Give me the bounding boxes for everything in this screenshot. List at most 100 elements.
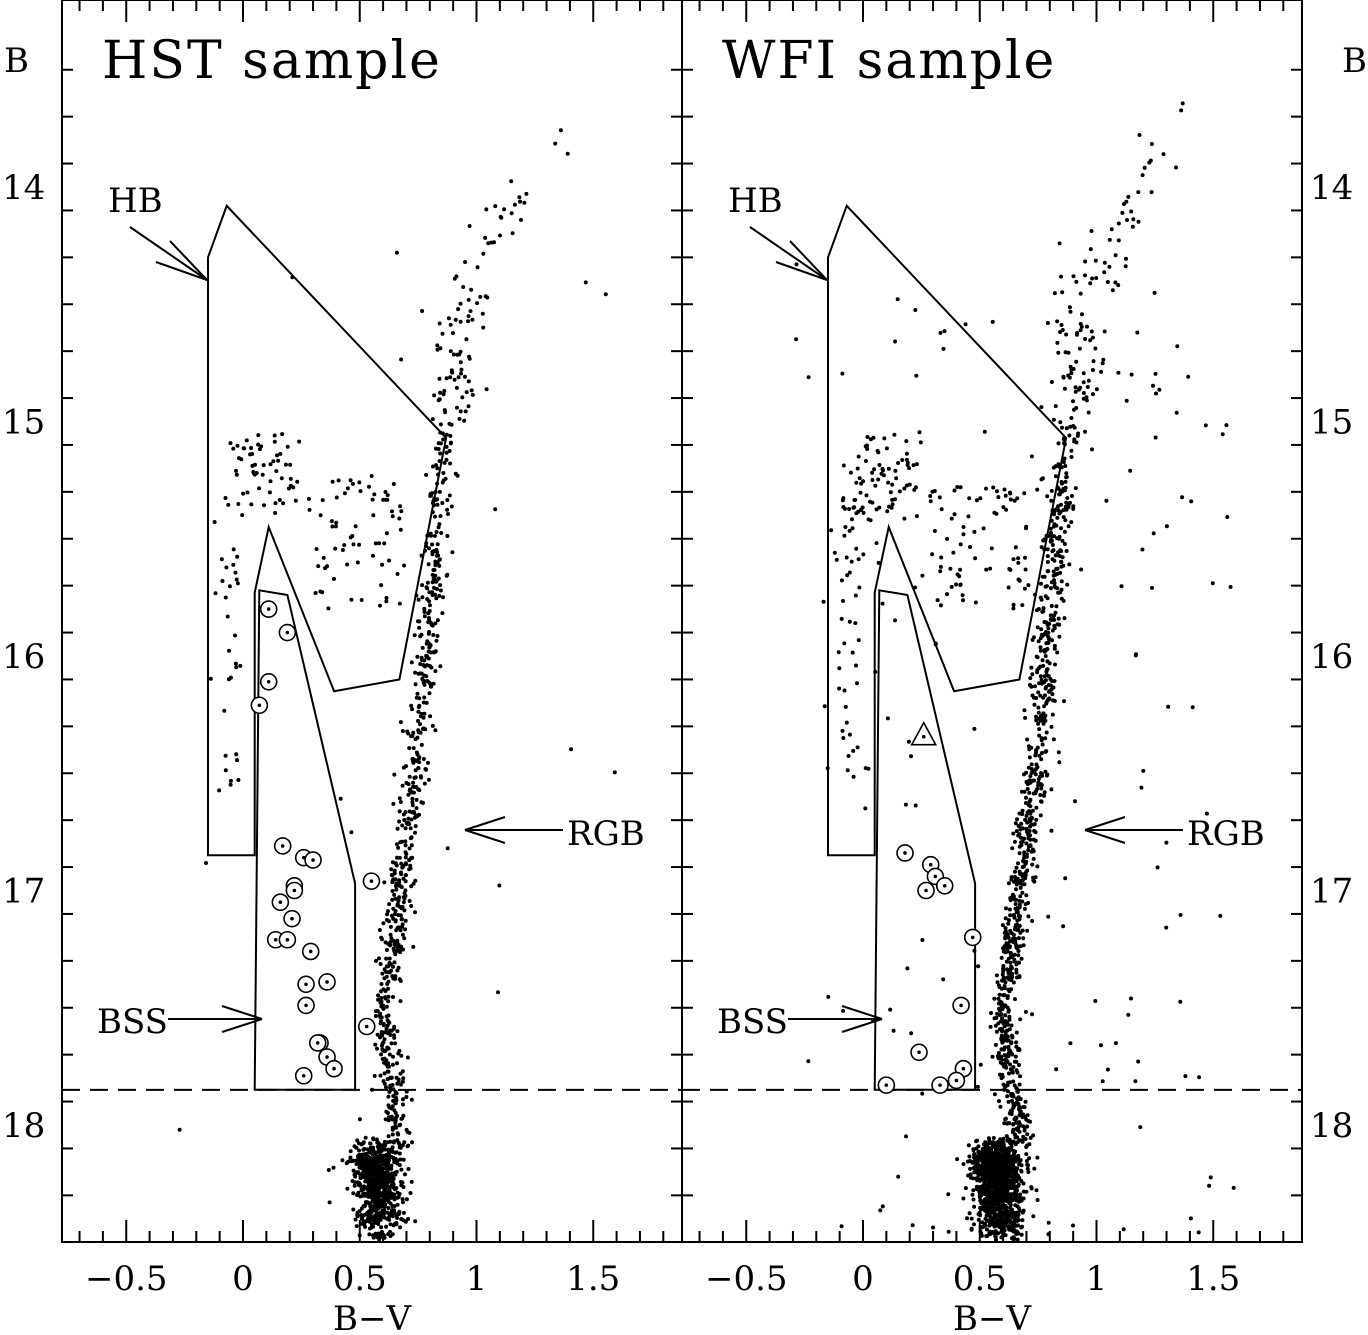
- wfi-star: [1010, 1180, 1015, 1185]
- wfi-star: [1094, 276, 1099, 280]
- hst-star: [336, 478, 341, 483]
- hst-star: [422, 781, 427, 786]
- wfi-star: [1014, 887, 1018, 892]
- wfi-star: [1064, 549, 1069, 553]
- wfi-star: [1039, 477, 1044, 482]
- wfi-star: [952, 488, 957, 493]
- hst-star: [387, 558, 392, 563]
- wfi-star: [938, 330, 943, 335]
- wfi-star: [846, 754, 851, 758]
- hst-star: [444, 376, 449, 381]
- hst-star: [392, 1197, 397, 1202]
- wfi-star: [1023, 555, 1027, 560]
- wfi-star: [1031, 856, 1036, 861]
- hst-star: [392, 772, 397, 777]
- hst-star: [486, 241, 491, 246]
- wfi-star: [993, 1222, 997, 1227]
- hst-star: [445, 534, 450, 538]
- hst-star: [400, 1079, 405, 1084]
- hst-star: [377, 1212, 382, 1216]
- wfi-star: [984, 1145, 989, 1150]
- hst-star: [390, 1132, 395, 1137]
- hst-star: [375, 1046, 379, 1051]
- wfi-star: [963, 1186, 968, 1191]
- hst-star: [386, 1194, 391, 1199]
- wfi-star: [1012, 1186, 1017, 1191]
- hst-star: [320, 498, 325, 503]
- wfi-star: [1197, 1075, 1202, 1080]
- wfi-star: [996, 495, 1001, 500]
- hst-star: [405, 1055, 410, 1060]
- wfi-star: [998, 1218, 1003, 1223]
- wfi-x-tick-label: 0.5: [953, 1259, 1007, 1299]
- hst-star: [400, 823, 405, 828]
- hst-star: [231, 547, 236, 552]
- hst-star: [357, 1117, 362, 1122]
- wfi-star: [1003, 1003, 1008, 1008]
- hst-star: [392, 1160, 397, 1165]
- hst-star: [394, 928, 399, 933]
- hst-star: [272, 439, 277, 444]
- wfi-star: [1014, 1030, 1019, 1035]
- hst-star: [395, 903, 400, 908]
- hst-star: [456, 307, 461, 312]
- hst-star: [234, 577, 239, 582]
- hst-bss-star: [301, 1073, 306, 1078]
- hst-star: [420, 645, 425, 650]
- wfi-star: [982, 429, 987, 434]
- hst-star: [390, 1145, 395, 1150]
- hst-star: [401, 1102, 405, 1107]
- hst-star: [437, 557, 442, 562]
- wfi-star: [958, 582, 963, 587]
- hst-star: [267, 490, 272, 495]
- wfi-star: [972, 726, 977, 731]
- wfi-star: [877, 463, 882, 467]
- hst-star: [401, 1157, 406, 1162]
- wfi-star: [1035, 1198, 1040, 1202]
- wfi-star: [848, 470, 853, 475]
- hst-star: [408, 826, 413, 831]
- hst-star: [283, 462, 288, 467]
- hst-star: [406, 816, 411, 821]
- hst-star: [386, 1160, 391, 1165]
- hst-star: [395, 1081, 400, 1086]
- hst-star: [382, 1139, 387, 1144]
- hst-star: [400, 1143, 405, 1148]
- wfi-star: [1039, 786, 1044, 791]
- wfi-star: [1220, 432, 1225, 437]
- hst-star: [378, 1000, 383, 1005]
- wfi-star: [1033, 875, 1038, 880]
- wfi-star: [1006, 585, 1011, 590]
- wfi-star: [870, 470, 875, 475]
- hst-star: [291, 485, 296, 490]
- wfi-star: [874, 541, 879, 546]
- hst-bss-star: [273, 937, 278, 942]
- wfi-star: [1021, 1134, 1026, 1139]
- hst-star: [389, 1041, 394, 1046]
- wfi-star: [1164, 840, 1169, 845]
- wfi-star: [1000, 972, 1005, 977]
- hst-star: [389, 1114, 394, 1119]
- wfi-star: [1041, 695, 1046, 700]
- wfi-star: [1053, 662, 1057, 667]
- hst-star: [361, 1168, 366, 1173]
- hst-star: [364, 1185, 369, 1190]
- wfi-hb-arrow: [749, 226, 828, 281]
- hst-panel-title: HST sample: [102, 31, 442, 91]
- hst-star: [212, 520, 217, 524]
- wfi-star: [1012, 1236, 1017, 1241]
- wfi-star: [894, 476, 899, 481]
- wfi-star: [1110, 288, 1115, 293]
- wfi-star: [837, 686, 842, 691]
- hst-star: [399, 861, 404, 866]
- wfi-star: [1003, 936, 1008, 941]
- hst-star: [250, 463, 255, 468]
- wfi-y-tick-label: 18: [1310, 1106, 1353, 1146]
- wfi-star: [1043, 654, 1048, 658]
- wfi-star: [1041, 663, 1046, 668]
- wfi-star: [843, 525, 848, 529]
- hst-star: [438, 664, 443, 669]
- hst-star: [422, 658, 427, 663]
- hst-star: [382, 880, 387, 885]
- hst-x-tick-label: 1.5: [566, 1259, 620, 1299]
